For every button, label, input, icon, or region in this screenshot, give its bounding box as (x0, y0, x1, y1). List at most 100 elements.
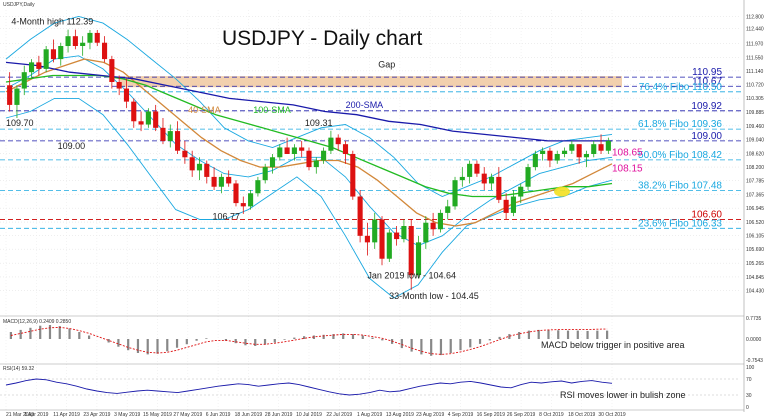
candle-body-28 (211, 176, 217, 187)
candle-body-52 (386, 232, 392, 259)
candle-body-12 (94, 32, 100, 43)
price-tick-7: 109.885 (746, 110, 764, 116)
candle-body-43 (321, 150, 327, 161)
annotation-0: 4-Month high 112.39 (11, 17, 93, 27)
candle-body-3 (28, 62, 35, 73)
annotation-7: Gap (378, 59, 395, 69)
candle-body-16 (123, 88, 130, 102)
price-tick-18: 105.265 (746, 261, 764, 267)
candle-body-70 (518, 186, 524, 197)
date-tick-1: 1 Apr 2019 (24, 412, 48, 417)
ma-label-2: 200-SMA (346, 100, 384, 110)
level-label-9: 23.6% Fibo 106.33 (638, 218, 722, 229)
date-tick-14: 23 Aug 2019 (416, 412, 444, 417)
date-tick-3: 23 Apr 2019 (83, 412, 110, 417)
macd-tick-2: -0.7543 (746, 358, 763, 364)
candle-body-51 (379, 219, 385, 259)
candle-body-9 (72, 36, 78, 46)
annotation-3: 106.77 (213, 211, 241, 221)
candle-body-34 (255, 180, 261, 194)
annotation-5: Jan 2019 low - 104.64 (367, 270, 456, 280)
price-tick-0: 112.800 (746, 15, 764, 21)
price-tick-19: 104.845 (746, 275, 764, 281)
rsi-tick-2: 30 (746, 393, 752, 399)
candle-body-27 (204, 163, 210, 177)
crossover-marker (554, 186, 570, 197)
annotation-1: 109.70 (6, 118, 34, 128)
date-tick-0: 21 Mar 2019 (6, 412, 34, 417)
rsi-tick-0: 100 (746, 365, 755, 371)
annotation-6: 33-Month low - 104.45 (389, 291, 479, 301)
level-label-1: 110.67 (692, 76, 722, 87)
candle-body-58 (430, 222, 436, 230)
annotation-4: 109.31 (305, 118, 333, 128)
price-tick-13: 107.365 (746, 192, 764, 198)
date-tick-8: 18 Jun 2019 (235, 412, 263, 417)
candle-body-64 (474, 163, 480, 174)
candle-body-44 (328, 137, 334, 151)
candle-body-57 (423, 222, 429, 243)
price-tick-20: 104.430 (746, 288, 764, 294)
candle-body-21 (160, 127, 166, 141)
price-tick-5: 110.720 (746, 83, 764, 89)
candle-body-81 (598, 144, 604, 151)
price-tick-15: 106.520 (746, 220, 764, 226)
candle-body-77 (569, 144, 575, 151)
price-tick-8: 109.460 (746, 124, 764, 130)
level-label-8: 106.60 (691, 209, 722, 220)
chart-title: USDJPY - Daily chart (222, 27, 422, 50)
macd-panel: 0.7735 0.0000 -0.7543 (0, 315, 763, 364)
date-tick-10: 10 Jul 2019 (296, 412, 322, 417)
ma-label-0: 40-SMA (188, 105, 221, 115)
date-tick-9: 28 Jun 2019 (265, 412, 293, 417)
candle-body-53 (394, 232, 400, 240)
candle-body-25 (189, 157, 195, 171)
candle-body-79 (583, 154, 590, 158)
date-tick-17: 26 Sep 2019 (507, 412, 536, 417)
candle-body-82 (605, 140, 611, 151)
rsi-tick-3: 0 (746, 405, 749, 411)
candle-body-38 (284, 147, 290, 154)
level-label-4: 61.8% Fibo 109.36 (638, 119, 722, 130)
candle-body-8 (65, 36, 71, 46)
level-label-3: 109.92 (691, 101, 722, 112)
date-tick-18: 8 Oct 2019 (539, 412, 564, 417)
price-tick-16: 106.105 (746, 234, 764, 240)
candle-body-75 (554, 154, 560, 161)
candle-body-65 (481, 173, 487, 184)
date-tick-4: 3 May 2019 (114, 412, 140, 417)
bollinger-line-0 (5, 16, 613, 197)
candle-body-67 (496, 176, 502, 200)
candle-body-40 (299, 147, 305, 151)
price-tick-11: 108.200 (746, 165, 764, 171)
candle-body-1 (14, 88, 20, 105)
date-tick-19: 18 Oct 2019 (568, 412, 595, 417)
level-label-0: 110.95 (692, 67, 722, 78)
candle-body-19 (145, 111, 151, 125)
price-tick-3: 111.550 (746, 55, 764, 61)
candle-body-26 (196, 163, 203, 171)
ma-line-200-sma (5, 61, 612, 142)
macd-signal-line (10, 326, 608, 355)
price-axis: 112.800 112.440 111.970 111.550 111.140 110.7… (743, 0, 764, 412)
price-tick-1: 112.440 (746, 26, 764, 32)
candle-body-62 (459, 176, 465, 181)
candle-body-68 (503, 199, 509, 213)
candle-body-31 (233, 183, 239, 204)
candle-body-72 (532, 154, 538, 168)
candle-body-46 (342, 144, 349, 154)
date-tick-5: 15 May 2019 (143, 412, 172, 417)
candle-body-42 (313, 160, 319, 168)
rsi-line (5, 378, 613, 396)
candle-body-45 (335, 137, 341, 145)
candle-body-4 (36, 62, 42, 69)
candle-body-6 (50, 49, 57, 60)
candle-body-23 (175, 131, 181, 151)
candle-body-35 (262, 167, 268, 181)
side-label-1: 108.15 (612, 164, 643, 175)
rsi-label: RSI(14) 59.32 (3, 366, 34, 372)
level-label-2: 76.4% Fibo 110.50 (639, 82, 723, 93)
candle-body-76 (561, 150, 568, 154)
